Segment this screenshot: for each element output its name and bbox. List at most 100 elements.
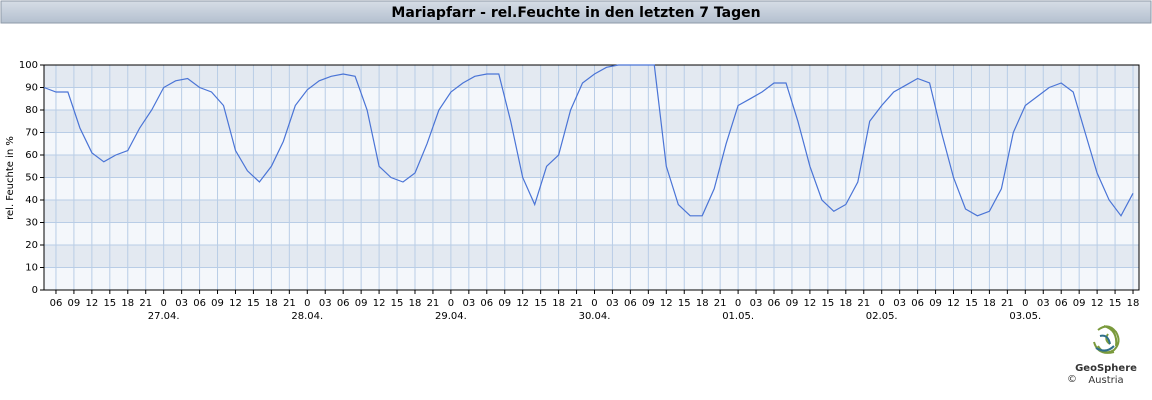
x-tick-label: 03 bbox=[319, 298, 332, 309]
x-tick-label: 21 bbox=[427, 298, 440, 309]
x-date-label: 30.04. bbox=[579, 311, 611, 322]
x-tick-label: 18 bbox=[983, 298, 996, 309]
x-tick-label: 15 bbox=[821, 298, 834, 309]
x-tick-label: 18 bbox=[839, 298, 852, 309]
x-tick-label: 06 bbox=[768, 298, 781, 309]
x-date-label: 28.04. bbox=[291, 311, 323, 322]
band bbox=[44, 245, 1139, 268]
y-tick-label: 20 bbox=[25, 240, 38, 251]
x-tick-label: 09 bbox=[498, 298, 511, 309]
y-tick-label: 80 bbox=[25, 105, 38, 116]
x-tick-label: 21 bbox=[570, 298, 583, 309]
x-tick-label: 21 bbox=[1001, 298, 1014, 309]
x-tick-label: 03 bbox=[175, 298, 188, 309]
x-tick-label: 06 bbox=[624, 298, 637, 309]
x-tick-label: 0 bbox=[1022, 298, 1028, 309]
x-tick-label: 09 bbox=[786, 298, 799, 309]
y-tick-label: 30 bbox=[25, 218, 38, 229]
band bbox=[44, 267, 1139, 290]
copyright: © bbox=[1067, 374, 1077, 385]
x-date-label: 02.05. bbox=[866, 311, 898, 322]
x-tick-label: 09 bbox=[211, 298, 224, 309]
x-tick-label: 15 bbox=[965, 298, 978, 309]
plot-frame bbox=[43, 64, 1140, 291]
x-tick-label: 09 bbox=[355, 298, 368, 309]
band bbox=[44, 87, 1139, 110]
x-tick-label: 21 bbox=[857, 298, 870, 309]
y-tick-label: 10 bbox=[25, 263, 38, 274]
x-tick-label: 0 bbox=[448, 298, 454, 309]
band bbox=[44, 177, 1139, 200]
x-tick-label: 12 bbox=[229, 298, 242, 309]
logo-mark bbox=[1095, 334, 1115, 352]
x-date-label: 27.04. bbox=[148, 311, 180, 322]
x-tick-label: 21 bbox=[714, 298, 727, 309]
x-tick-label: 09 bbox=[68, 298, 81, 309]
x-tick-label: 0 bbox=[735, 298, 741, 309]
band bbox=[44, 200, 1139, 223]
x-tick-label: 03 bbox=[462, 298, 475, 309]
x-tick-label: 12 bbox=[660, 298, 673, 309]
x-tick-label: 0 bbox=[879, 298, 885, 309]
title-bar bbox=[0, 0, 1152, 24]
x-tick-label: 03 bbox=[606, 298, 619, 309]
x-tick-label: 18 bbox=[265, 298, 278, 309]
x-tick-label: 06 bbox=[480, 298, 493, 309]
x-tick-label: 18 bbox=[121, 298, 134, 309]
x-tick-label: 0 bbox=[304, 298, 310, 309]
x-tick-label: 12 bbox=[86, 298, 99, 309]
x-tick-label: 12 bbox=[373, 298, 386, 309]
y-tick-label: 50 bbox=[25, 173, 38, 184]
y-tick-label: 100 bbox=[19, 60, 38, 71]
x-tick-label: 15 bbox=[103, 298, 116, 309]
x-tick-label: 15 bbox=[391, 298, 404, 309]
logo-name: GeoSphere bbox=[1075, 363, 1137, 374]
y-tick-label: 40 bbox=[25, 195, 38, 206]
x-tick-label: 12 bbox=[516, 298, 529, 309]
band bbox=[44, 132, 1139, 155]
x-date-label: 29.04. bbox=[435, 311, 467, 322]
y-axis-label: rel. Feuchte in % bbox=[5, 136, 16, 220]
x-tick-label: 06 bbox=[193, 298, 206, 309]
x-tick-label: 06 bbox=[337, 298, 350, 309]
x-tick-label: 06 bbox=[50, 298, 63, 309]
logo-sub: Austria bbox=[1088, 375, 1123, 386]
x-tick-label: 18 bbox=[696, 298, 709, 309]
x-tick-label: 09 bbox=[642, 298, 655, 309]
x-tick-label: 18 bbox=[409, 298, 422, 309]
x-tick-label: 06 bbox=[1055, 298, 1068, 309]
x-tick-label: 0 bbox=[591, 298, 597, 309]
x-tick-label: 21 bbox=[283, 298, 296, 309]
logo: GeoSphere Austria © bbox=[1067, 325, 1137, 386]
x-tick-label: 15 bbox=[247, 298, 260, 309]
x-tick-label: 09 bbox=[929, 298, 942, 309]
line bbox=[43, 64, 1134, 217]
x-date-label: 03.05. bbox=[1009, 311, 1041, 322]
x-tick-label: 15 bbox=[1109, 298, 1122, 309]
x-date-label: 01.05. bbox=[722, 311, 754, 322]
x-tick-label: 09 bbox=[1073, 298, 1086, 309]
x-tick-label: 18 bbox=[552, 298, 565, 309]
x-tick-label: 18 bbox=[1127, 298, 1140, 309]
x-tick-label: 03 bbox=[893, 298, 906, 309]
x-tick-label: 15 bbox=[678, 298, 691, 309]
y-tick-label: 60 bbox=[25, 150, 38, 161]
x-tick-label: 06 bbox=[911, 298, 924, 309]
x-tick-label: 21 bbox=[139, 298, 152, 309]
x-tick-label: 12 bbox=[804, 298, 817, 309]
y-tick-label: 70 bbox=[25, 128, 38, 139]
y-tick-label: 0 bbox=[32, 285, 38, 296]
chart-title: Mariapfarr - rel.Feuchte in den letzten … bbox=[391, 5, 760, 21]
x-tick-label: 0 bbox=[160, 298, 166, 309]
x-tick-label: 12 bbox=[947, 298, 960, 309]
x-tick-label: 15 bbox=[534, 298, 547, 309]
x-tick-label: 03 bbox=[1037, 298, 1050, 309]
y-tick-label: 90 bbox=[25, 83, 38, 94]
band bbox=[44, 222, 1139, 245]
band bbox=[44, 155, 1139, 178]
x-tick-label: 12 bbox=[1091, 298, 1104, 309]
x-tick-label: 03 bbox=[750, 298, 763, 309]
logo-mark bbox=[1093, 325, 1120, 354]
